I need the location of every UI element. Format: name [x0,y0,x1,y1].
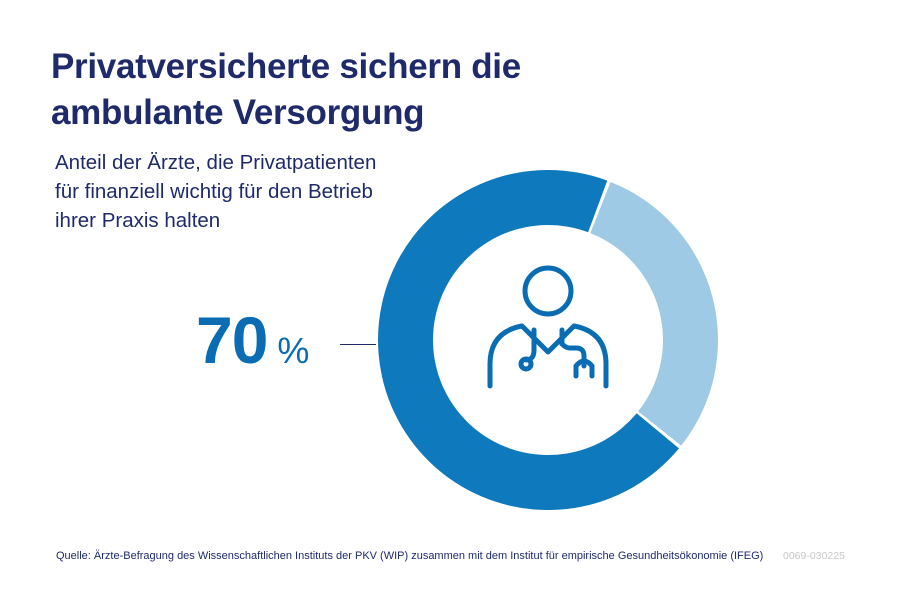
donut-chart [378,169,718,511]
graphic-code: 0069-030225 [783,550,845,562]
chart-title: Privatversicherte sichern die ambulante … [51,47,521,132]
highlight-unit: % [277,330,310,371]
chart-subtitle: Anteil der Ärzte, die Privatpatienten fü… [55,151,377,232]
source-note: Quelle: Ärzte-Befragung des Wissenschaft… [56,550,764,562]
leader-line [340,344,376,345]
donut-slices [378,169,718,511]
donut-slice-primary [378,169,679,511]
highlight-number: 70 [196,303,268,377]
donut-slice-secondary [590,181,718,446]
highlight-value: 70 % [196,300,309,380]
doctor-stethoscope-icon [487,265,609,389]
